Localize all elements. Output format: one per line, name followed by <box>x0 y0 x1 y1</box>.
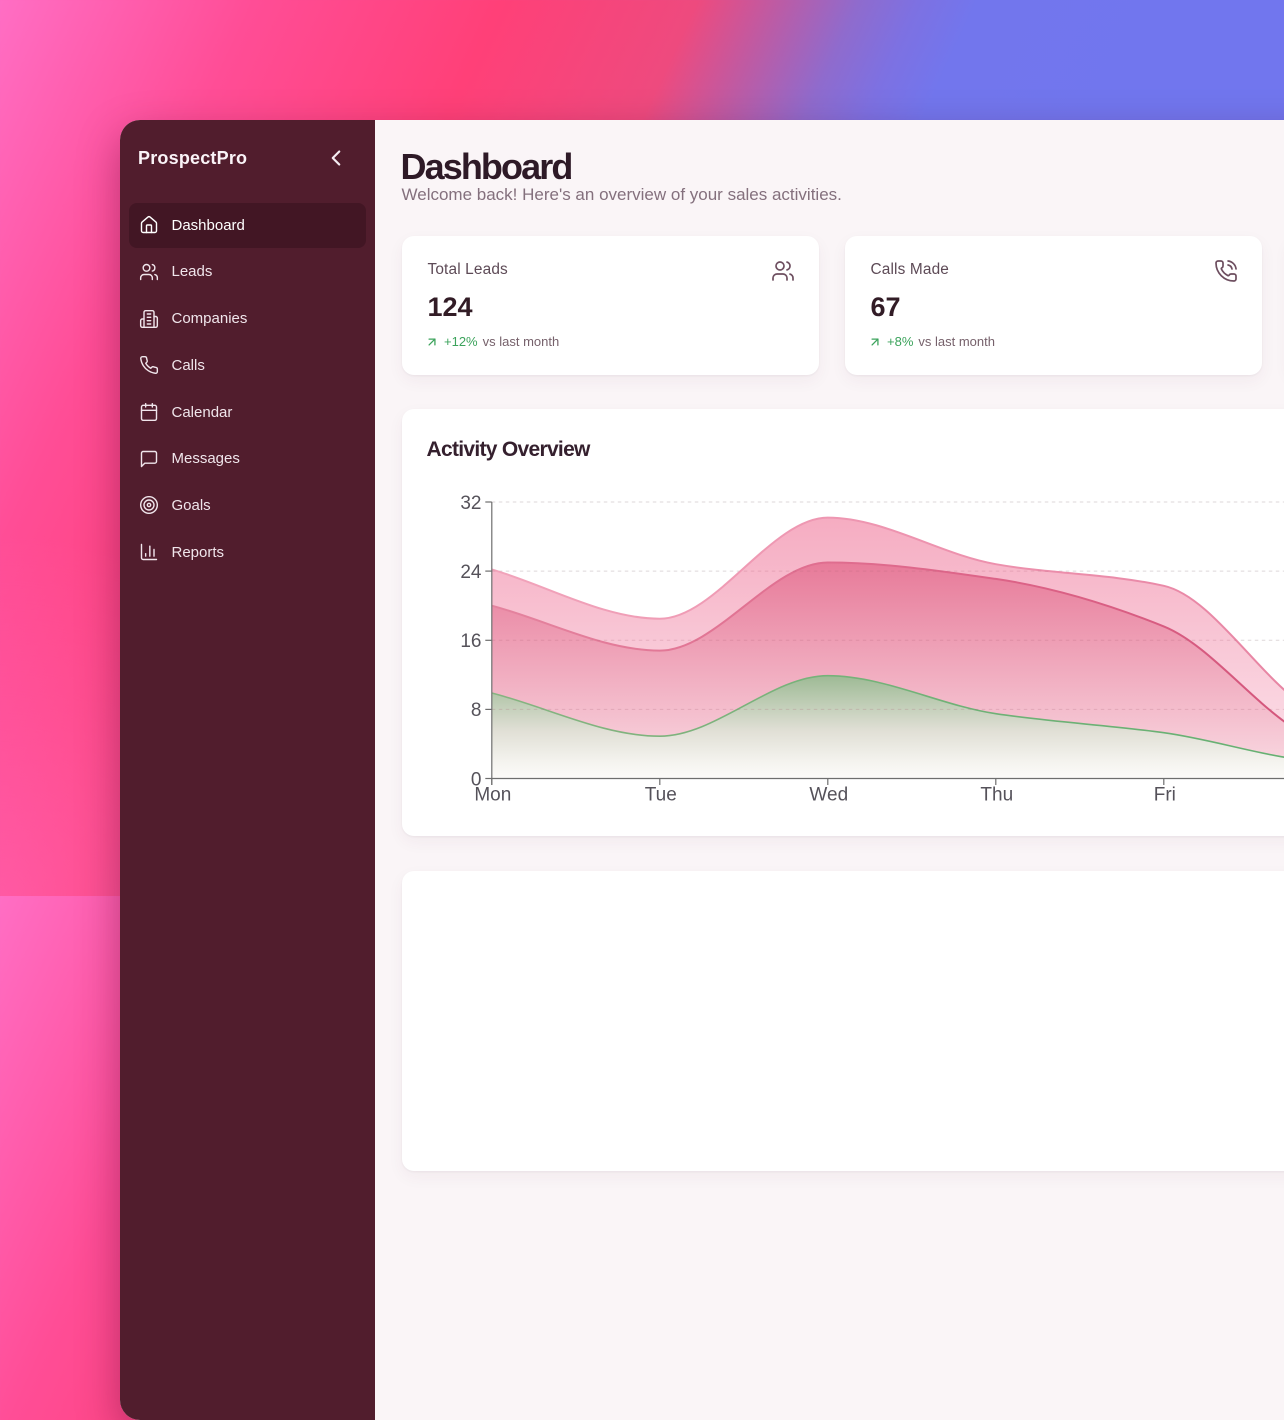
svg-text:Mon: Mon <box>474 784 511 805</box>
svg-text:Tue: Tue <box>644 784 676 805</box>
svg-text:24: 24 <box>460 562 482 583</box>
svg-text:8: 8 <box>470 700 481 721</box>
svg-text:Fri: Fri <box>1153 784 1175 805</box>
svg-text:0: 0 <box>470 769 481 790</box>
svg-text:Wed: Wed <box>809 784 848 805</box>
svg-text:Thu: Thu <box>980 784 1013 805</box>
svg-text:16: 16 <box>460 631 481 652</box>
svg-text:32: 32 <box>460 493 481 514</box>
